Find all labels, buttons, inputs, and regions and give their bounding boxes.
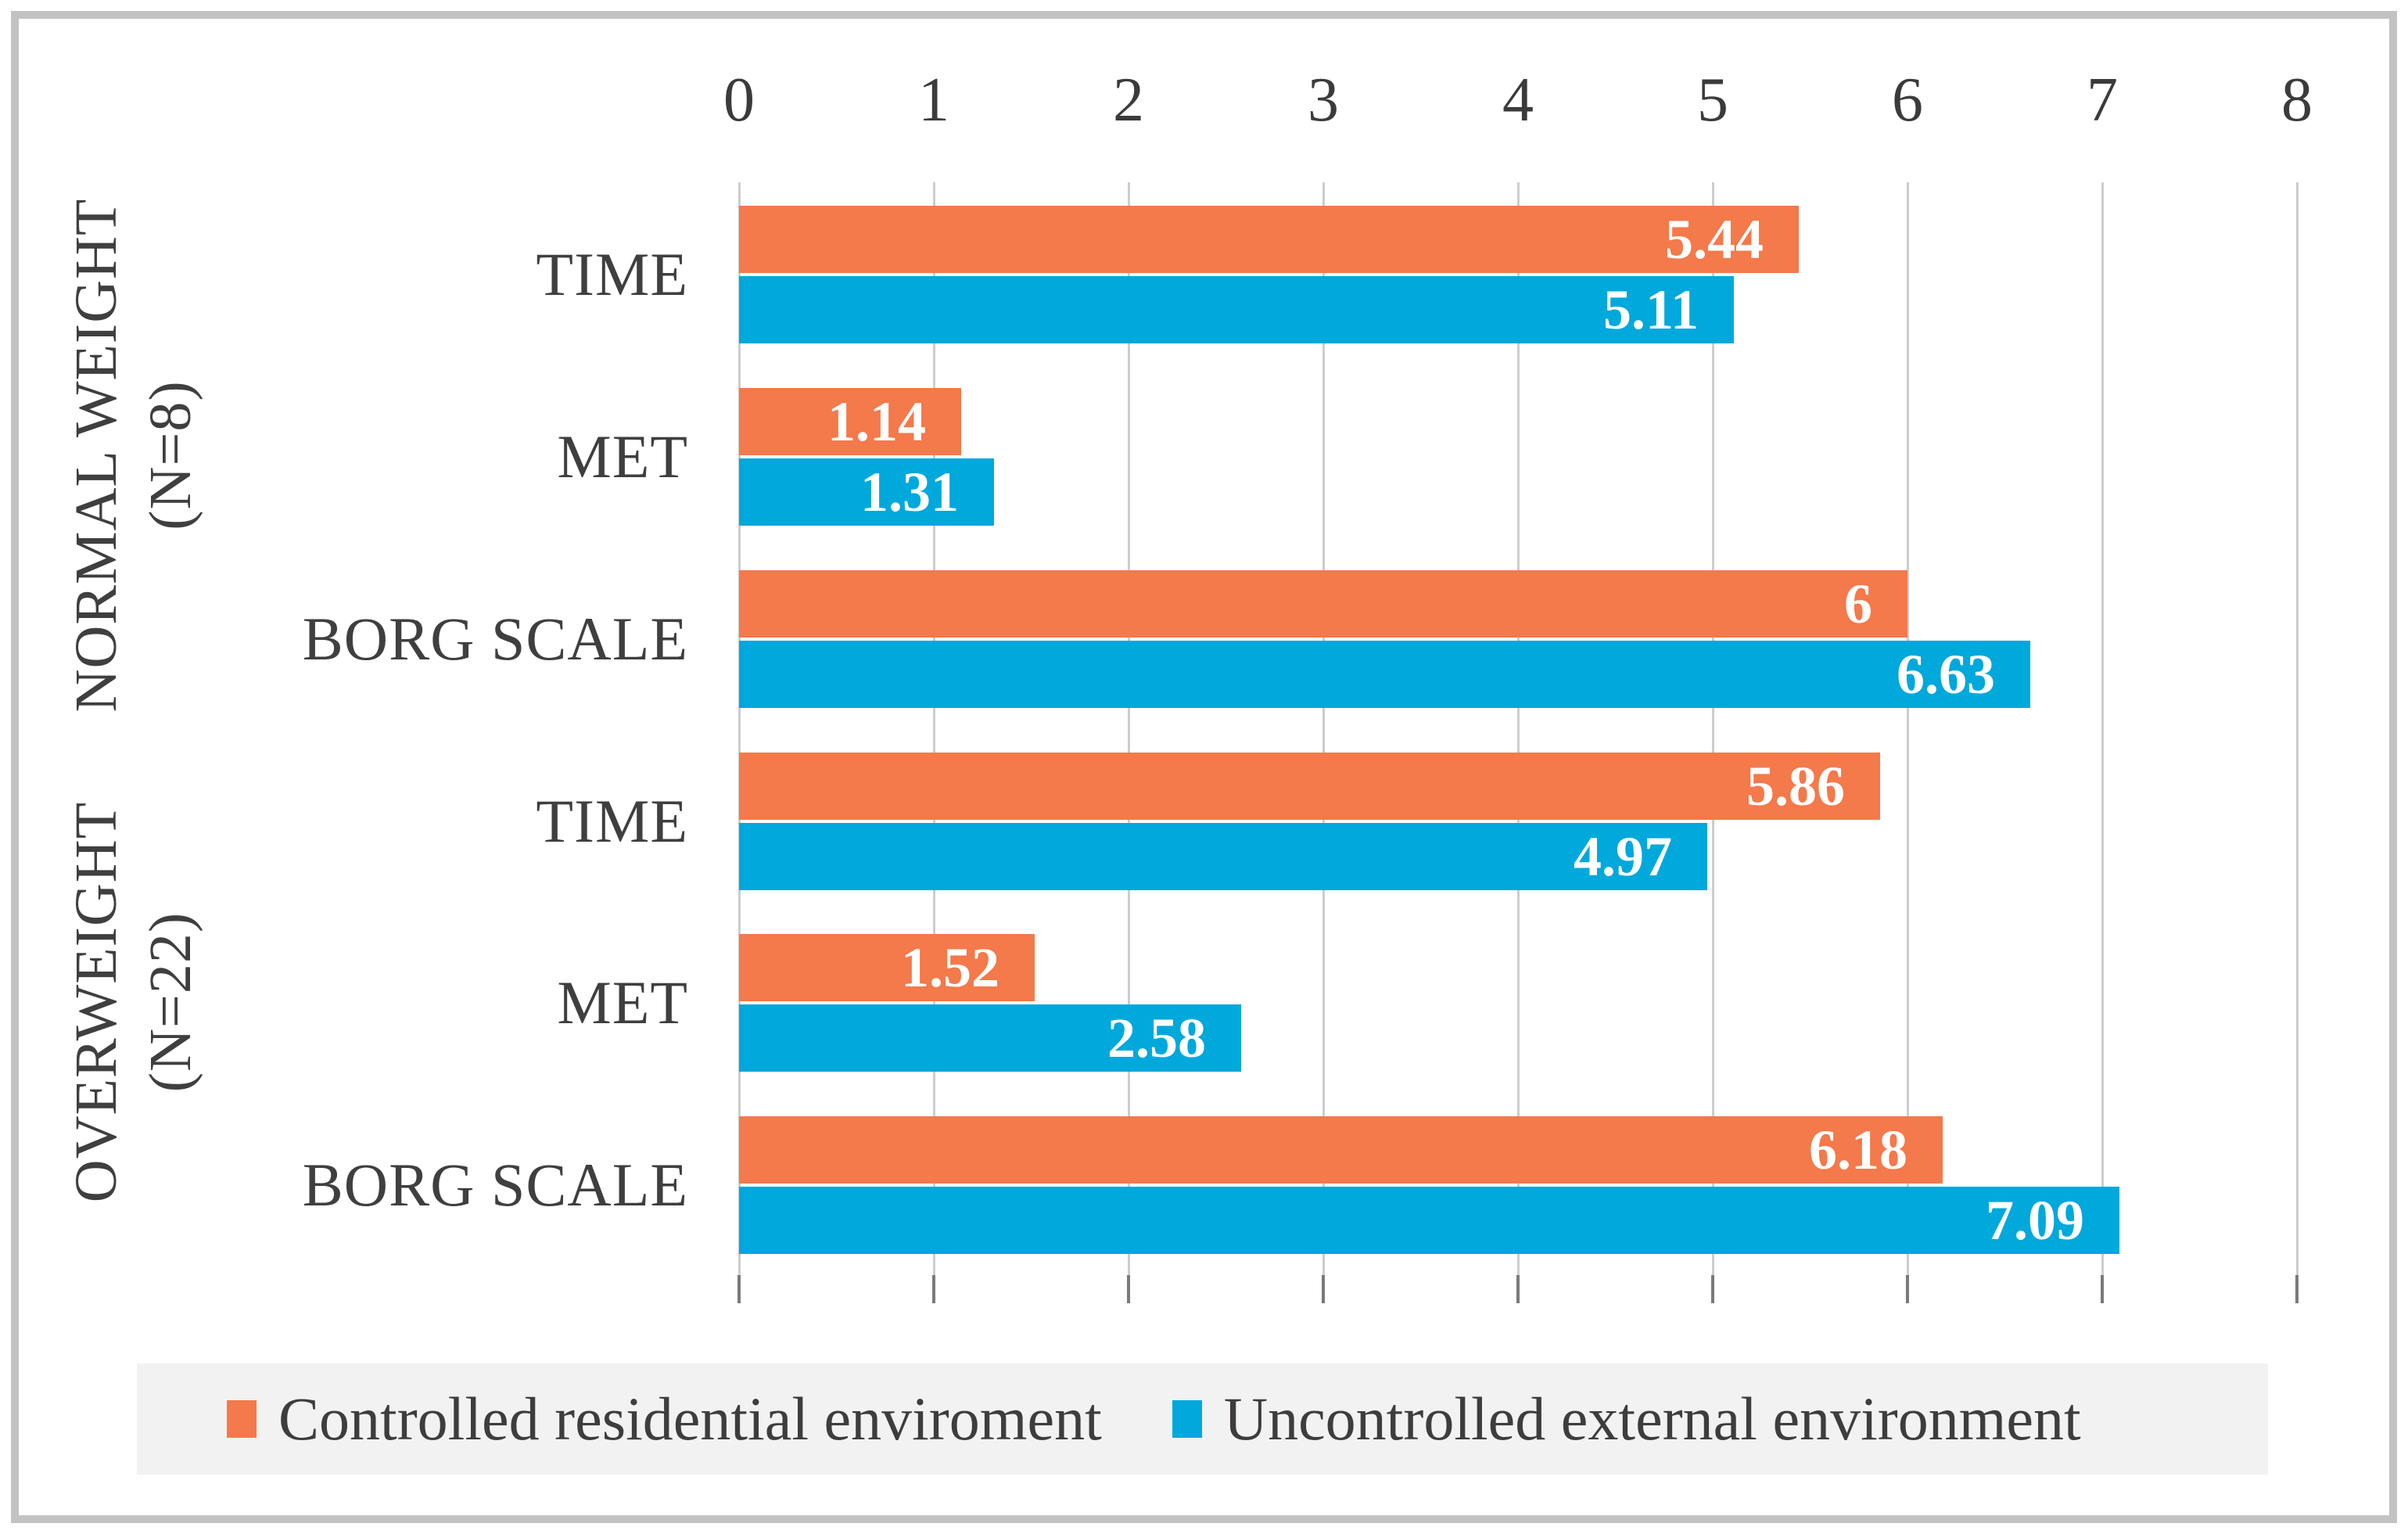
bar-time-uncontrolled: 5.11 xyxy=(739,276,1734,343)
x-axis-tick-label: 3 xyxy=(1308,66,1339,135)
x-axis-tick-label: 5 xyxy=(1697,66,1728,135)
bar-met-controlled: 1.52 xyxy=(739,934,1035,1001)
bar-met-uncontrolled: 2.58 xyxy=(739,1004,1241,1072)
axis-tick-mark xyxy=(2101,1275,2104,1303)
legend-label: Controlled residential enviroment xyxy=(278,1385,1102,1453)
axis-tick-mark xyxy=(2295,1275,2299,1303)
bar-value-label: 4.97 xyxy=(1574,825,1672,888)
legend: Controlled residential enviroment Uncont… xyxy=(137,1363,2268,1475)
x-axis-tick-label: 1 xyxy=(918,66,949,135)
x-axis-tick-label: 0 xyxy=(723,66,755,135)
legend-item-uncontrolled: Uncontrolled external environment xyxy=(1172,1389,2081,1450)
bar-value-label: 6.63 xyxy=(1897,643,1995,706)
bar-value-label: 7.09 xyxy=(1986,1189,2084,1252)
bar-value-label: 5.44 xyxy=(1665,208,1764,271)
legend-label: Uncontrolled external environment xyxy=(1223,1385,2081,1453)
category-label: BORG SCALE xyxy=(302,1151,688,1219)
category-label: MET xyxy=(557,422,688,490)
axis-tick-mark xyxy=(1322,1275,1325,1303)
group-label-sub: (N=8) xyxy=(138,380,203,530)
bar-value-label: 5.11 xyxy=(1602,278,1699,341)
bar-borg-scale-uncontrolled: 6.63 xyxy=(739,641,2030,708)
bar-value-label: 1.52 xyxy=(901,936,999,999)
gridline xyxy=(933,182,935,1275)
axis-tick-mark xyxy=(1516,1275,1520,1303)
gridline xyxy=(1907,182,1909,1275)
bar-value-label: 2.58 xyxy=(1107,1007,1206,1069)
legend-swatch-blue xyxy=(1172,1400,1202,1438)
plot-area: 5.44 5.11 1.14 1.31 6 6.63 5.86 4.97 1.52 2.58 6.1… xyxy=(738,182,2299,1275)
gridline xyxy=(1712,182,1714,1275)
bar-value-label: 6 xyxy=(1844,573,1872,635)
gridline xyxy=(1517,182,1520,1275)
bar-borg-scale-controlled: 6.18 xyxy=(739,1116,1943,1184)
x-axis-tick-label: 2 xyxy=(1113,66,1144,135)
bar-borg-scale-uncontrolled: 7.09 xyxy=(739,1187,2119,1254)
axis-tick-mark xyxy=(1906,1275,1909,1303)
axis-tick-mark xyxy=(932,1275,935,1303)
bar-value-label: 5.86 xyxy=(1746,755,1845,817)
category-label: BORG SCALE xyxy=(302,605,688,673)
gridline xyxy=(1128,182,1130,1275)
axis-tick-mark xyxy=(737,1275,741,1303)
x-axis-tick-label: 7 xyxy=(2087,66,2118,135)
group-label-main: NORMAL WEIGHT xyxy=(63,198,129,713)
gridline xyxy=(1322,182,1325,1275)
category-label: TIME xyxy=(536,240,688,308)
bar-met-controlled: 1.14 xyxy=(739,388,961,455)
axis-tick-mark xyxy=(1711,1275,1714,1303)
legend-swatch-orange xyxy=(227,1400,257,1438)
bar-value-label: 1.31 xyxy=(860,461,959,523)
bar-time-controlled: 5.86 xyxy=(739,753,1880,820)
group-label-sub: (N=22) xyxy=(138,911,203,1093)
bar-met-uncontrolled: 1.31 xyxy=(739,458,994,526)
bar-time-controlled: 5.44 xyxy=(739,206,1799,273)
category-label: MET xyxy=(557,968,688,1036)
gridline xyxy=(738,182,741,1275)
x-axis-tick-label: 6 xyxy=(1892,66,1923,135)
bar-time-uncontrolled: 4.97 xyxy=(739,823,1707,890)
bar-borg-scale-controlled: 6 xyxy=(739,570,1907,638)
bar-value-label: 1.14 xyxy=(827,390,926,453)
legend-item-controlled: Controlled residential enviroment xyxy=(227,1389,1102,1450)
category-label: TIME xyxy=(536,787,688,855)
x-axis-tick-label: 8 xyxy=(2281,66,2313,135)
gridline xyxy=(2101,182,2104,1275)
gridline xyxy=(2296,182,2299,1275)
bar-value-label: 6.18 xyxy=(1809,1119,1907,1181)
x-axis-tick-label: 4 xyxy=(1502,66,1534,135)
axis-tick-mark xyxy=(1127,1275,1130,1303)
group-label-main: OVERWEIGHT xyxy=(63,801,129,1203)
